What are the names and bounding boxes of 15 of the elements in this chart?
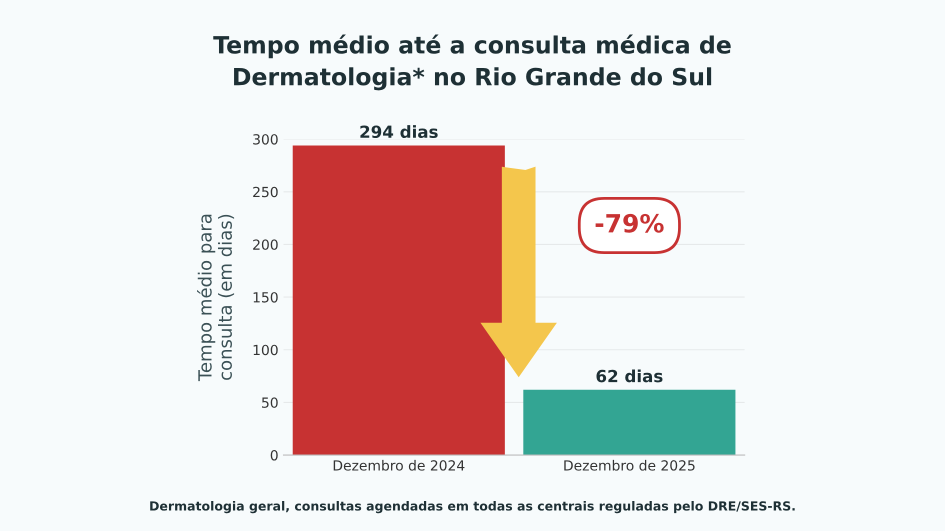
y-tick-label: 200 — [253, 239, 278, 250]
y-tick-label: 100 — [254, 344, 278, 356]
annotation: -79% — [596, 214, 664, 233]
chart-title: Tempo médio até a consulta médica de Dermatologia* no Rio Grande do Sul — [213, 34, 731, 90]
x-tick-label: Dezembro de 2024 — [334, 460, 464, 471]
y-tick-label: 150 — [254, 292, 278, 303]
data-label: 62 dias — [596, 369, 662, 382]
y-tick-label: 300 — [253, 134, 278, 145]
y-tick-label: 0 — [270, 450, 278, 461]
y-tick-label: 50 — [262, 397, 278, 408]
y-axis-title: Tempo médio para consulta (em dias) — [197, 214, 234, 382]
y-tick-label: 250 — [253, 186, 278, 198]
data-label: 294 dias — [360, 125, 438, 138]
text: Dermatologia geral, consultas agendadas em todas as centrais reguladas pelo DRE/SES-RS. — [150, 501, 795, 514]
x-tick-label: Dezembro de 2025 — [564, 460, 695, 471]
